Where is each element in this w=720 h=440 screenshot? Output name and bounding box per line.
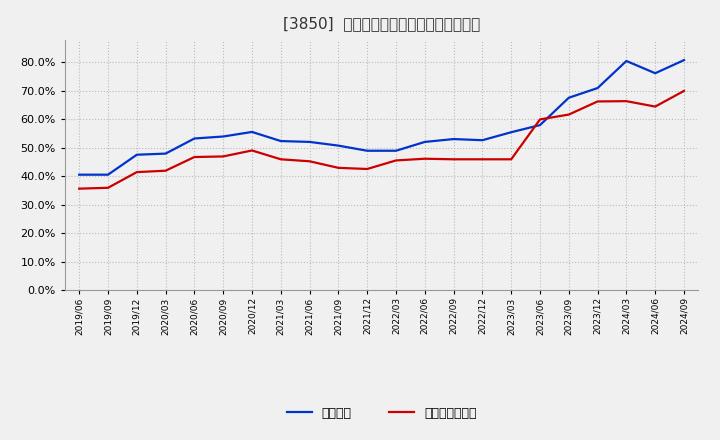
固定比率 bbox=[75, 172, 84, 177]
固定長期適合率 bbox=[536, 117, 544, 122]
固定長期適合率 bbox=[593, 99, 602, 104]
固定比率 bbox=[219, 134, 228, 139]
固定比率 bbox=[651, 70, 660, 76]
固定長期適合率 bbox=[104, 185, 112, 191]
固定比率 bbox=[564, 95, 573, 100]
固定比率 bbox=[305, 139, 314, 145]
固定比率 bbox=[363, 148, 372, 154]
固定比率 bbox=[161, 151, 170, 156]
固定長期適合率 bbox=[75, 186, 84, 191]
固定比率 bbox=[593, 85, 602, 91]
固定比率 bbox=[449, 136, 458, 142]
固定比率 bbox=[104, 172, 112, 177]
固定長期適合率 bbox=[219, 154, 228, 159]
固定長期適合率 bbox=[132, 169, 141, 175]
固定長期適合率 bbox=[248, 148, 256, 153]
固定長期適合率 bbox=[190, 154, 199, 160]
Line: 固定長期適合率: 固定長期適合率 bbox=[79, 91, 684, 189]
固定比率 bbox=[536, 122, 544, 128]
固定長期適合率 bbox=[420, 156, 429, 161]
固定長期適合率 bbox=[507, 157, 516, 162]
固定比率 bbox=[680, 58, 688, 63]
固定長期適合率 bbox=[305, 159, 314, 164]
固定比率 bbox=[622, 59, 631, 64]
固定長期適合率 bbox=[680, 88, 688, 94]
固定長期適合率 bbox=[564, 112, 573, 117]
固定長期適合率 bbox=[161, 168, 170, 173]
固定比率 bbox=[478, 138, 487, 143]
固定比率 bbox=[276, 139, 285, 144]
固定長期適合率 bbox=[622, 99, 631, 104]
固定長期適合率 bbox=[478, 157, 487, 162]
固定比率 bbox=[334, 143, 343, 148]
固定比率 bbox=[507, 130, 516, 135]
固定長期適合率 bbox=[363, 166, 372, 172]
Legend: 固定比率, 固定長期適合率: 固定比率, 固定長期適合率 bbox=[282, 402, 482, 425]
固定長期適合率 bbox=[392, 158, 400, 163]
固定長期適合率 bbox=[276, 157, 285, 162]
固定比率 bbox=[248, 129, 256, 135]
固定比率 bbox=[420, 139, 429, 145]
Title: [3850]  固定比率、固定長期適合率の推移: [3850] 固定比率、固定長期適合率の推移 bbox=[283, 16, 480, 32]
固定長期適合率 bbox=[334, 165, 343, 170]
固定長期適合率 bbox=[651, 104, 660, 109]
Line: 固定比率: 固定比率 bbox=[79, 60, 684, 175]
固定比率 bbox=[190, 136, 199, 141]
固定比率 bbox=[132, 152, 141, 158]
固定比率 bbox=[392, 148, 400, 154]
固定長期適合率 bbox=[449, 157, 458, 162]
